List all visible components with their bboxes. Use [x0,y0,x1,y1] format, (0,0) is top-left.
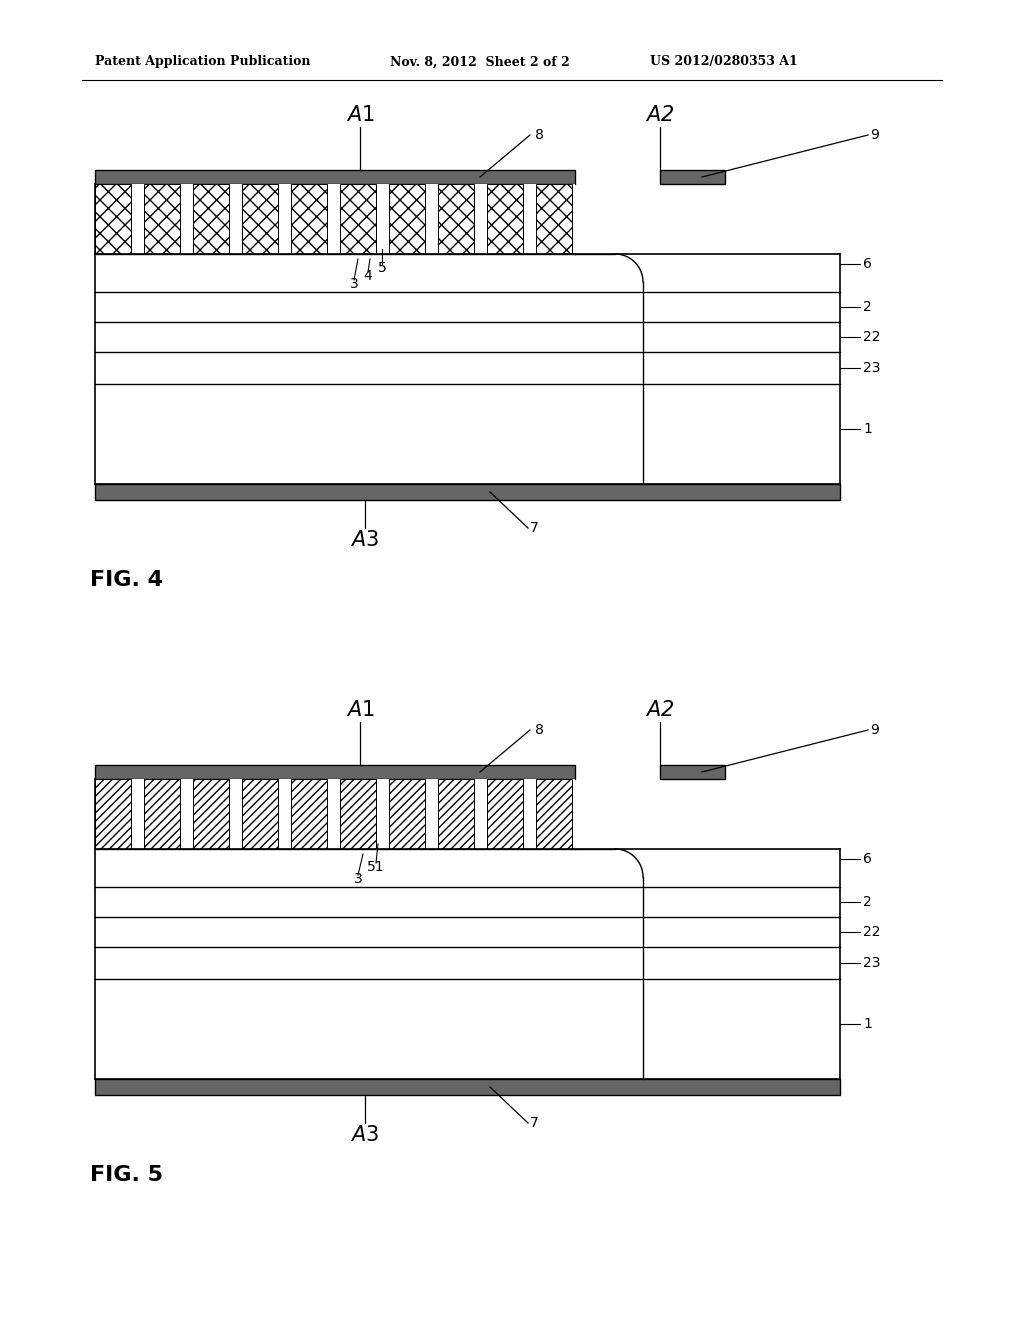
Bar [487,779,523,849]
Bar [95,183,131,253]
Bar [95,484,840,500]
Bar [242,183,278,253]
Text: 3: 3 [353,873,362,886]
Text: 51: 51 [368,861,385,874]
Text: 8: 8 [535,128,544,143]
Text: US 2012/0280353 A1: US 2012/0280353 A1 [650,55,798,69]
Text: FIG. 4: FIG. 4 [90,570,163,590]
Bar [438,779,474,849]
Text: 7: 7 [530,1115,539,1130]
Bar [193,183,229,253]
Text: 1: 1 [863,1016,871,1031]
Bar [389,779,425,849]
Bar [95,1078,840,1096]
Text: $\mathit{A}$3: $\mathit{A}$3 [350,1125,380,1144]
Bar [242,779,278,849]
Text: 2: 2 [863,300,871,314]
Bar [95,766,575,779]
Bar [536,183,572,253]
Bar [95,779,575,849]
Bar [660,170,725,183]
Text: Nov. 8, 2012  Sheet 2 of 2: Nov. 8, 2012 Sheet 2 of 2 [390,55,569,69]
Text: 9: 9 [870,128,879,143]
Bar [291,779,327,849]
Bar [660,766,725,779]
Text: 1: 1 [863,422,871,436]
Text: 2: 2 [863,895,871,909]
Bar [144,779,180,849]
Bar [95,170,575,183]
Text: 6: 6 [863,851,871,866]
Bar [438,183,474,253]
Bar [536,779,572,849]
Bar [144,183,180,253]
Text: 23: 23 [863,956,881,970]
Text: 8: 8 [535,723,544,737]
Text: Patent Application Publication: Patent Application Publication [95,55,310,69]
Text: 9: 9 [870,723,879,737]
Text: $\mathit{A}$1: $\mathit{A}$1 [346,106,375,125]
Text: 3: 3 [349,277,358,290]
Bar [340,183,376,253]
Text: 6: 6 [863,257,871,271]
Text: 4: 4 [364,269,373,282]
Text: 22: 22 [863,330,881,345]
Text: FIG. 5: FIG. 5 [90,1166,163,1185]
Text: 7: 7 [530,521,539,535]
Text: $\mathit{A}$1: $\mathit{A}$1 [346,700,375,719]
Text: $\mathit{A}$3: $\mathit{A}$3 [350,531,380,550]
Bar [340,779,376,849]
Text: $\mathit{A}$2: $\mathit{A}$2 [645,106,675,125]
Bar [389,183,425,253]
Bar [291,183,327,253]
Text: $\mathit{A}$2: $\mathit{A}$2 [645,700,675,719]
Text: 23: 23 [863,360,881,375]
Bar [193,779,229,849]
Text: 5: 5 [378,261,386,275]
Bar [487,183,523,253]
Bar [95,183,575,253]
Text: 22: 22 [863,925,881,939]
Bar [95,779,131,849]
